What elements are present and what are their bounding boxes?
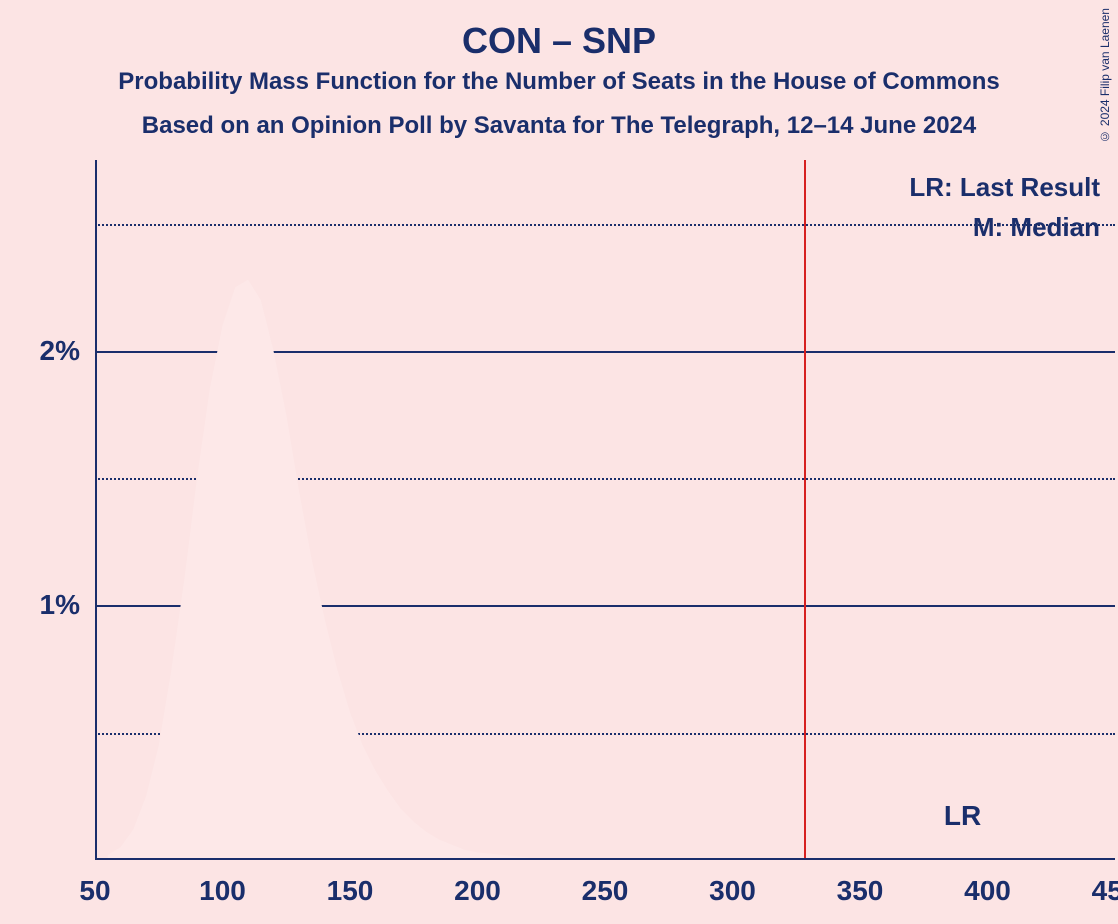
chart-subtitle-1: Probability Mass Function for the Number… — [0, 68, 1118, 96]
chart-container: CON – SNP Probability Mass Function for … — [0, 0, 1118, 924]
last-result-line — [804, 160, 806, 860]
x-tick-label: 300 — [709, 875, 756, 907]
x-tick-label: 150 — [327, 875, 374, 907]
last-result-label: LR — [944, 800, 981, 832]
y-axis — [95, 160, 97, 860]
x-tick-label: 400 — [964, 875, 1011, 907]
x-tick-label: 250 — [582, 875, 629, 907]
y-tick-label: 2% — [40, 335, 80, 367]
legend-last-result: LR: Last Result — [909, 172, 1100, 203]
x-tick-label: 100 — [199, 875, 246, 907]
y-tick-label: 1% — [40, 589, 80, 621]
chart-subtitle-2: Based on an Opinion Poll by Savanta for … — [0, 112, 1118, 140]
x-tick-label: 200 — [454, 875, 501, 907]
chart-title: CON – SNP — [0, 20, 1118, 62]
copyright-text: © 2024 Filip van Laenen — [1098, 8, 1112, 143]
x-tick-label: 450 — [1092, 875, 1118, 907]
x-tick-label: 50 — [79, 875, 110, 907]
legend-median: M: Median — [973, 212, 1100, 243]
x-axis — [95, 858, 1115, 860]
plot-area: LR: Last Result M: Median LR 1%2% 501001… — [95, 160, 1115, 860]
pmf-distribution — [95, 160, 1115, 860]
x-tick-label: 350 — [837, 875, 884, 907]
